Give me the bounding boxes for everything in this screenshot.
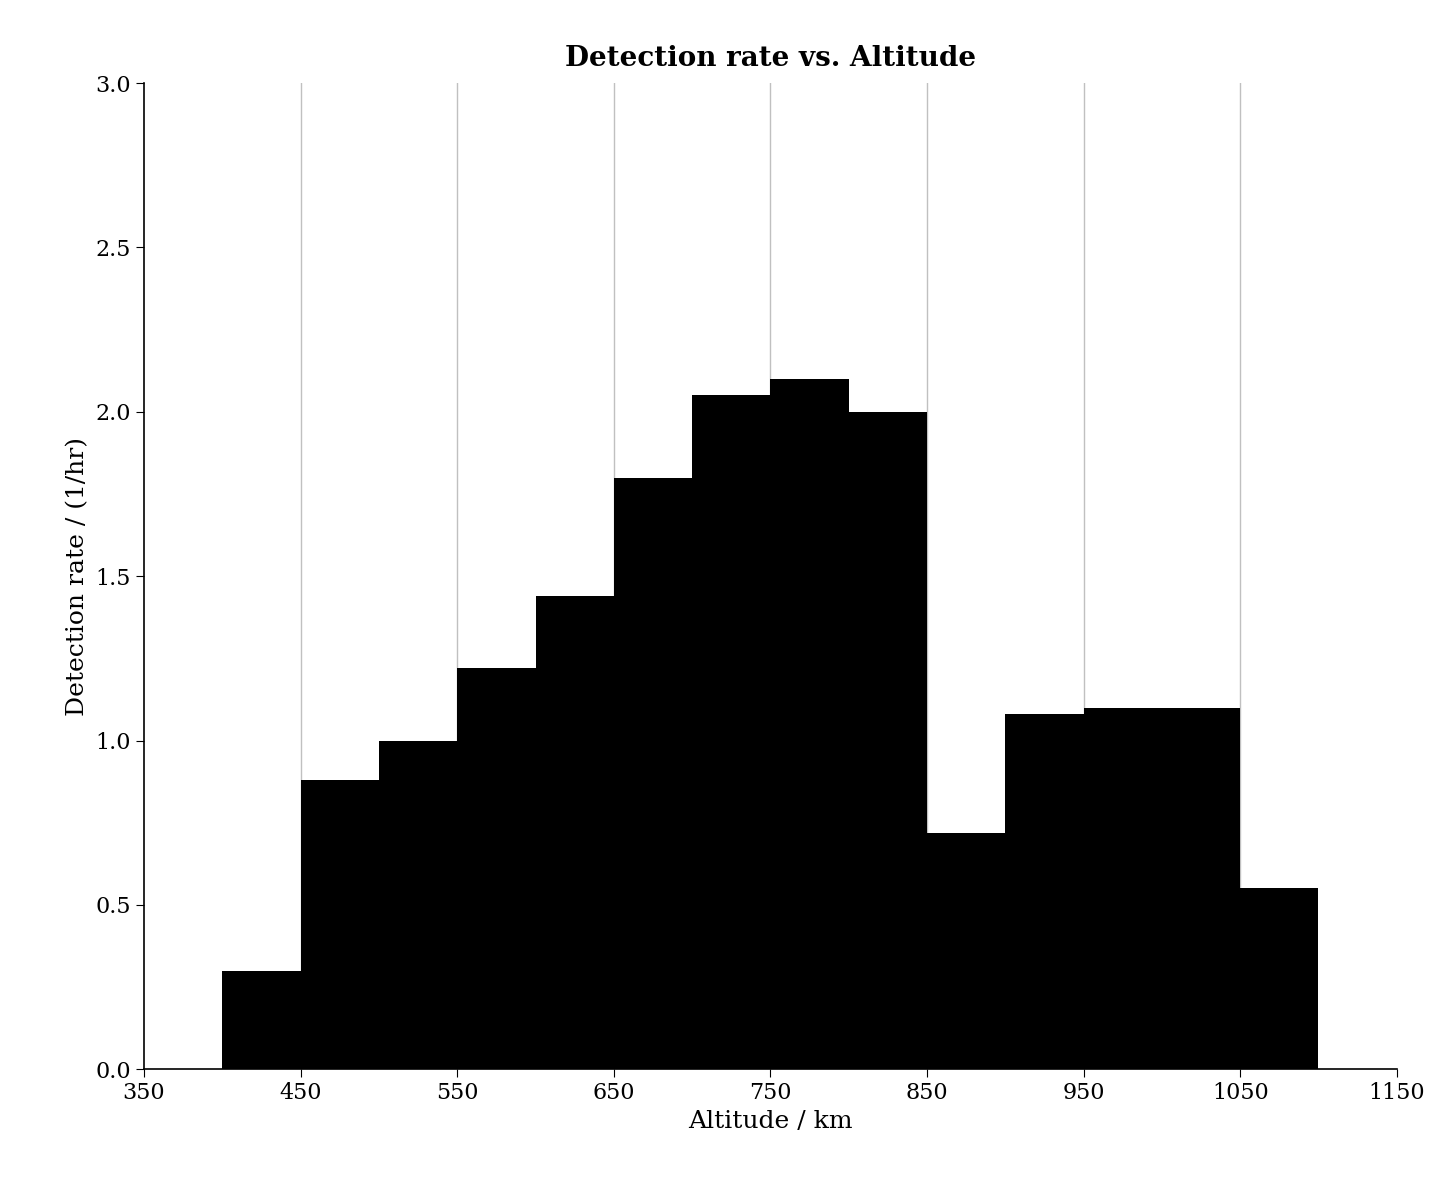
Bar	[1005, 714, 1084, 1069]
X-axis label: Altitude / km: Altitude / km	[688, 1110, 852, 1133]
Y-axis label: Detection rate / (1/hr): Detection rate / (1/hr)	[66, 437, 89, 715]
Bar	[458, 668, 536, 1069]
Bar	[1162, 708, 1240, 1069]
Bar	[927, 833, 1005, 1069]
Bar	[613, 478, 693, 1069]
Bar	[848, 412, 927, 1069]
Bar	[770, 379, 848, 1069]
Bar	[379, 740, 458, 1069]
Bar	[301, 781, 379, 1069]
Title: Detection rate vs. Altitude: Detection rate vs. Altitude	[564, 45, 976, 72]
Bar	[693, 396, 770, 1069]
Bar	[222, 971, 301, 1069]
Bar	[1083, 708, 1162, 1069]
Bar	[536, 596, 613, 1069]
Bar	[1240, 889, 1319, 1069]
